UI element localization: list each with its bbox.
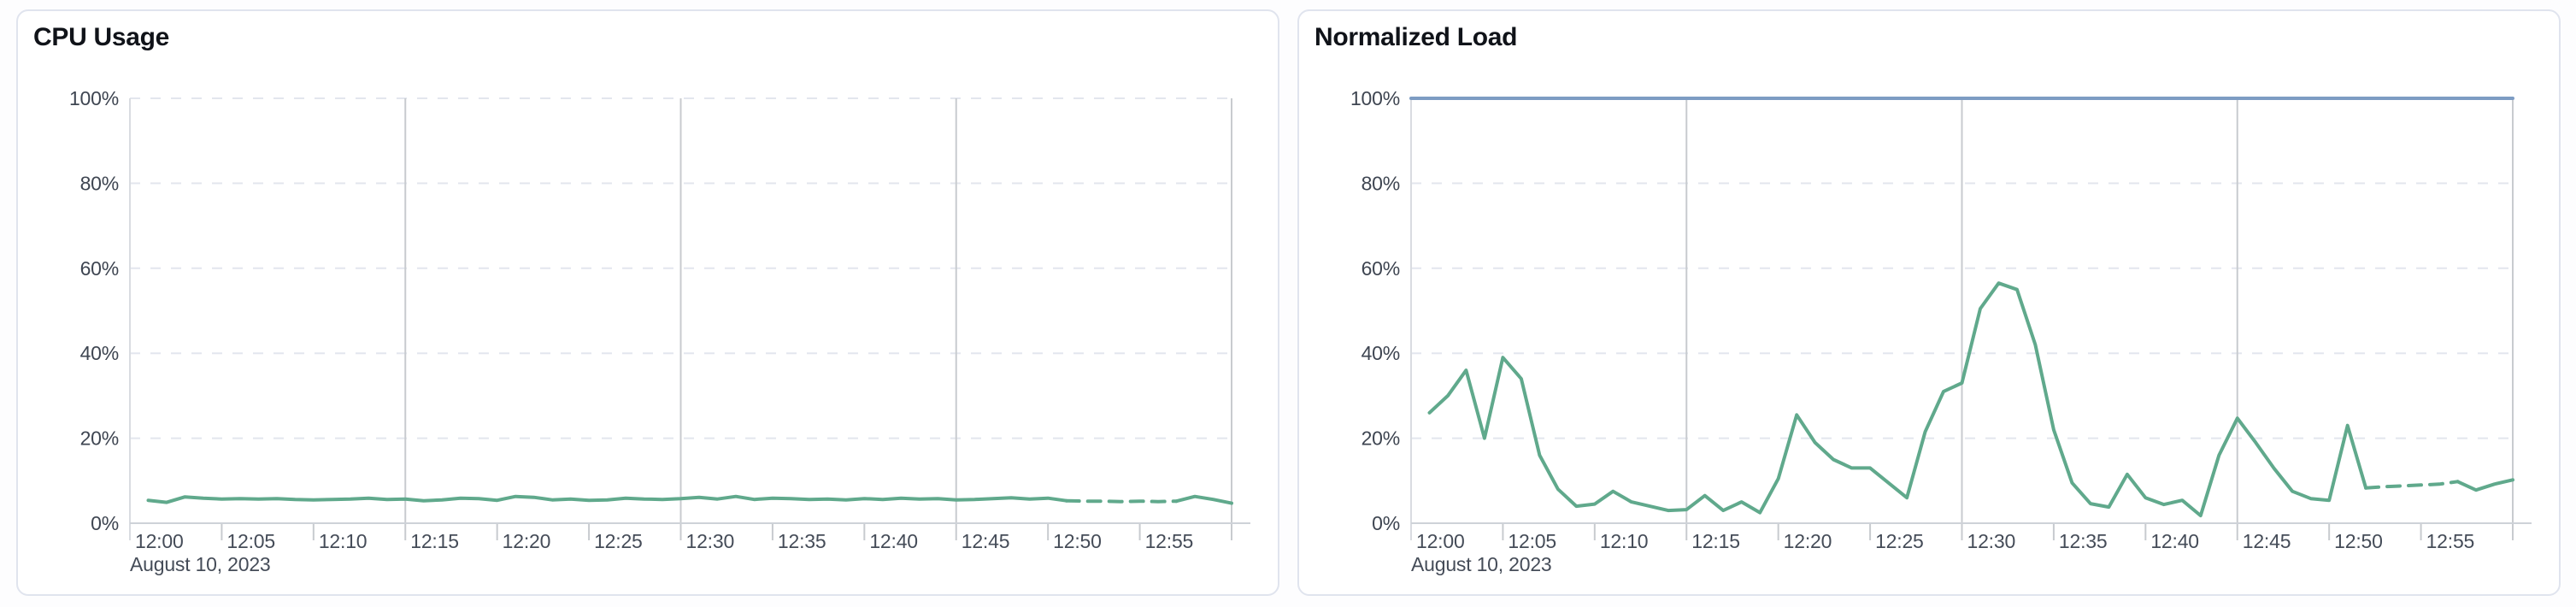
chart-title: Normalized Load — [1314, 23, 1518, 51]
x-axis-label: 12:30 — [686, 530, 735, 552]
x-axis-labels: 12:00 12:05 12:10 12:15 12:20 12:25 12:30 12:35… — [1416, 530, 2474, 552]
cpu-usage-card: CPU Usage 0% 20% 40% 60% 80% 100% 12:00 12:05 12… — [16, 9, 1279, 596]
y-axis-label: 60% — [80, 257, 119, 280]
x-axis-label: 12:45 — [2243, 530, 2291, 552]
x-axis-label: 12:15 — [1691, 530, 1740, 552]
x-axis-label: 12:05 — [226, 530, 275, 552]
normalized-load-line — [2455, 478, 2514, 492]
y-axis-label: 20% — [80, 427, 119, 450]
x-axis-label: 12:35 — [2059, 530, 2108, 552]
chart-title: CPU Usage — [33, 23, 170, 51]
vertical-gridlines — [1685, 98, 2514, 540]
vertical-gridlines — [404, 98, 1232, 540]
x-axis-label: 12:15 — [410, 530, 459, 552]
x-axis-label: 12:45 — [962, 530, 1010, 552]
x-axis-label: 12:00 — [135, 530, 184, 552]
y-axis-label: 0% — [91, 512, 119, 534]
normalized-load-card: Normalized Load 0% 20% 40% 60% 80% 100% 12:00 1… — [1297, 9, 2561, 596]
x-axis-labels: 12:00 12:05 12:10 12:15 12:20 12:25 12:30 12:35… — [135, 530, 1193, 552]
x-axis-label: 12:50 — [1053, 530, 1102, 552]
x-axis-label: 12:35 — [778, 530, 826, 552]
x-axis-label: 12:55 — [1145, 530, 1194, 552]
normalized-load-chart[interactable]: 0%20%40%60%80%100%12:00 12:05 12:10 12:15 12… — [1299, 11, 2562, 598]
x-axis-label: 12:50 — [2334, 530, 2383, 552]
x-axis-ticks — [221, 523, 1141, 540]
x-axis-label: 12:10 — [1600, 530, 1649, 552]
y-axis-label: 80% — [1362, 172, 1400, 194]
x-axis-date-label: August 10, 2023 — [130, 553, 271, 575]
x-axis-label: 12:40 — [2150, 530, 2199, 552]
y-axis-labels: 0% 20% 40% 60% 80% 100% — [1350, 87, 1400, 534]
x-axis-label: 12:05 — [1508, 530, 1556, 552]
x-axis-ticks — [1502, 523, 2422, 540]
y-axis-label: 40% — [80, 342, 119, 364]
normalized-load-line-dashed — [2364, 480, 2460, 490]
x-axis-label: 12:20 — [1784, 530, 1832, 552]
y-axis-label: 40% — [1362, 342, 1400, 364]
x-axis-label: 12:25 — [594, 530, 643, 552]
cpu-usage-line — [146, 494, 1068, 504]
x-axis-label: 12:55 — [2426, 530, 2475, 552]
x-axis-label: 12:25 — [1875, 530, 1924, 552]
y-axis-label: 100% — [1350, 87, 1400, 109]
cpu-usage-line — [1174, 494, 1233, 505]
y-axis-label: 0% — [1372, 512, 1400, 534]
cpu-usage-line-dashed — [1064, 498, 1179, 504]
cpu-usage-chart[interactable]: 0%20%40%60%80%100%12:00 12:05 12:10 12:15 12… — [18, 11, 1281, 598]
x-axis-label: 12:10 — [319, 530, 368, 552]
x-axis-date-label: August 10, 2023 — [1411, 553, 1552, 575]
x-axis-label: 12:40 — [869, 530, 918, 552]
y-axis-labels: 0% 20% 40% 60% 80% 100% — [69, 87, 119, 534]
normalized-load-line — [1427, 281, 2368, 518]
y-axis-label: 80% — [80, 172, 119, 194]
x-axis-label: 12:30 — [1967, 530, 2016, 552]
x-axis-label: 12:00 — [1416, 530, 1465, 552]
y-axis-label: 100% — [69, 87, 119, 109]
x-axis-label: 12:20 — [503, 530, 551, 552]
y-axis-label: 20% — [1362, 427, 1400, 450]
y-axis-label: 60% — [1362, 257, 1400, 280]
